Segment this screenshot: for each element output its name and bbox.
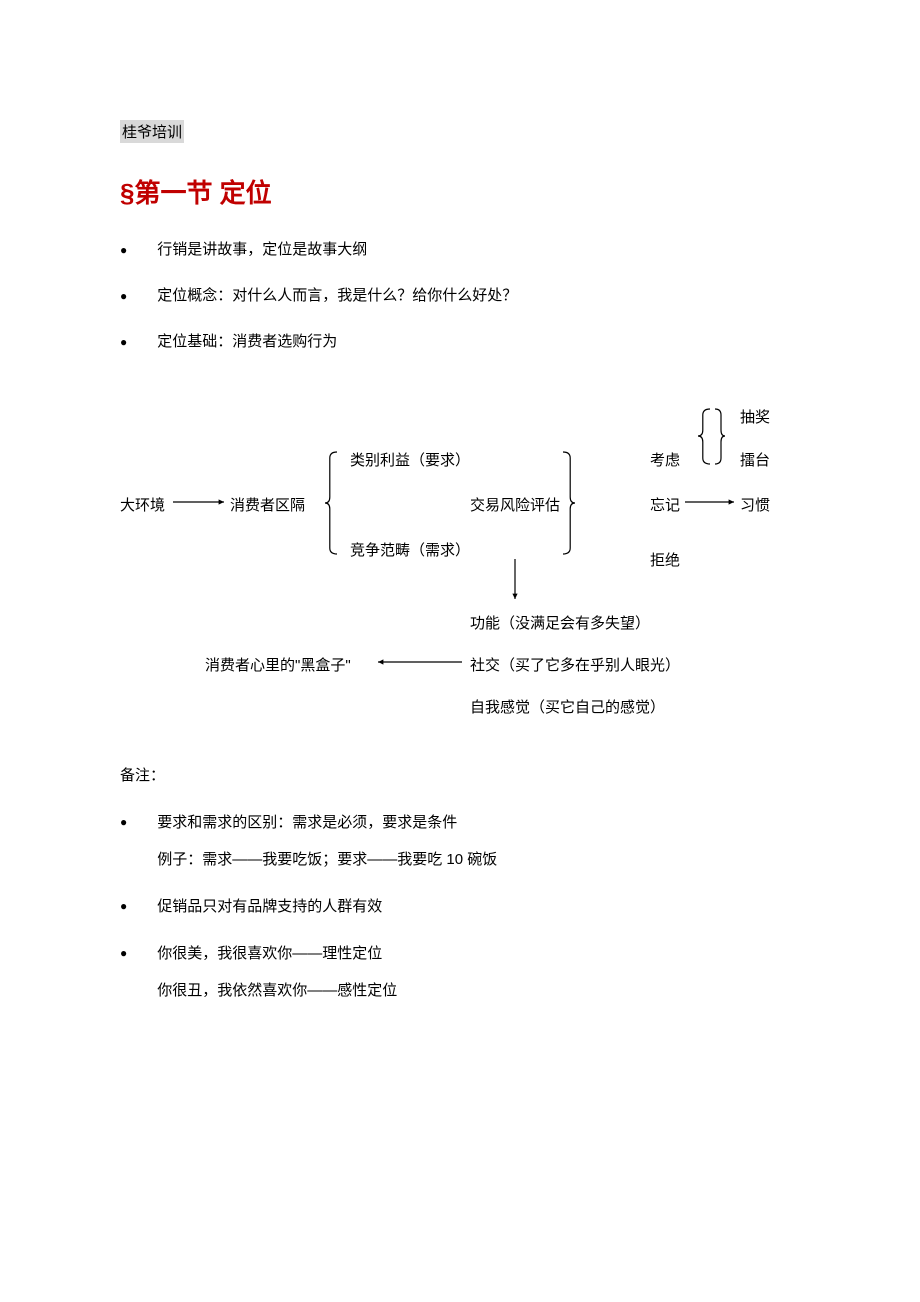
intro-bullet-list: 行销是讲故事，定位是故事大纲 定位概念：对什么人而言，我是什么？给你什么好处？ … [120,238,800,354]
flowchart-diagram: 大环境 消费者区隔 类别利益（要求） 竞争范畴（需求） 交易风险评估 考虑忘记拒绝 抽奖擂台… [120,394,800,734]
diagram-node-habit: 习惯 [740,494,770,515]
note-body: 要求和需求的区别：需求是必须，要求是条件 例子：需求——我要吃饭；要求——我要吃… [157,809,800,873]
bullet-text: 定位概念：对什么人而言，我是什么？给你什么好处？ [157,284,517,308]
notes-label: 备注： [120,764,800,785]
diagram-node-env: 大环境 [120,494,165,515]
note-main: 要求和需求的区别：需求是必须，要求是条件 [157,809,800,836]
note-body: 促销品只对有品牌支持的人群有效 [157,893,800,920]
diagram-node-scope: 竞争范畴（需求） [350,539,470,560]
bullet-text: 定位基础：消费者选购行为 [157,330,337,354]
diagram-node-reject: 拒绝 [650,549,680,570]
note-body: 你很美，我很喜欢你——理性定位 你很丑，我依然喜欢你——感性定位 [157,940,800,1004]
diagram-svg [120,394,800,734]
intro-bullet: 行销是讲故事，定位是故事大纲 [120,238,800,262]
diagram-node-forget: 忘记 [650,494,680,515]
diagram-node-lottery: 抽奖 [740,406,770,427]
note-main: 促销品只对有品牌支持的人群有效 [157,893,800,920]
note-sub: 你很丑，我依然喜欢你——感性定位 [157,977,800,1004]
header-label: 桂爷培训 [120,120,184,143]
diagram-node-blackbox: 消费者心里的"黑盒子" [205,654,351,675]
note-item: 促销品只对有品牌支持的人群有效 [120,893,800,920]
intro-bullet: 定位概念：对什么人而言，我是什么？给你什么好处？ [120,284,800,308]
bullet-text: 行销是讲故事，定位是故事大纲 [157,238,367,262]
diagram-node-self: 自我感觉（买它自己的感觉） [470,696,665,717]
note-sub: 例子：需求——我要吃饭；要求——我要吃 10 碗饭 [157,846,800,873]
notes-list: 要求和需求的区别：需求是必须，要求是条件 例子：需求——我要吃饭；要求——我要吃… [120,809,800,1004]
diagram-node-benefit: 类别利益（要求） [350,449,470,470]
diagram-node-stage: 擂台 [740,449,770,470]
note-item: 要求和需求的区别：需求是必须，要求是条件 例子：需求——我要吃饭；要求——我要吃… [120,809,800,873]
intro-bullet: 定位基础：消费者选购行为 [120,330,800,354]
section-title: §第一节 定位 [120,173,800,210]
note-item: 你很美，我很喜欢你——理性定位 你很丑，我依然喜欢你——感性定位 [120,940,800,1004]
diagram-node-risk: 交易风险评估 [470,494,560,515]
note-main: 你很美，我很喜欢你——理性定位 [157,940,800,967]
diagram-node-social: 社交（买了它多在乎别人眼光） [470,654,680,675]
diagram-node-func: 功能（没满足会有多失望） [470,612,650,633]
diagram-node-consider: 考虑 [650,449,680,470]
document-page: 桂爷培训 §第一节 定位 行销是讲故事，定位是故事大纲 定位概念：对什么人而言，… [0,0,920,1084]
diagram-node-segment: 消费者区隔 [230,494,305,515]
